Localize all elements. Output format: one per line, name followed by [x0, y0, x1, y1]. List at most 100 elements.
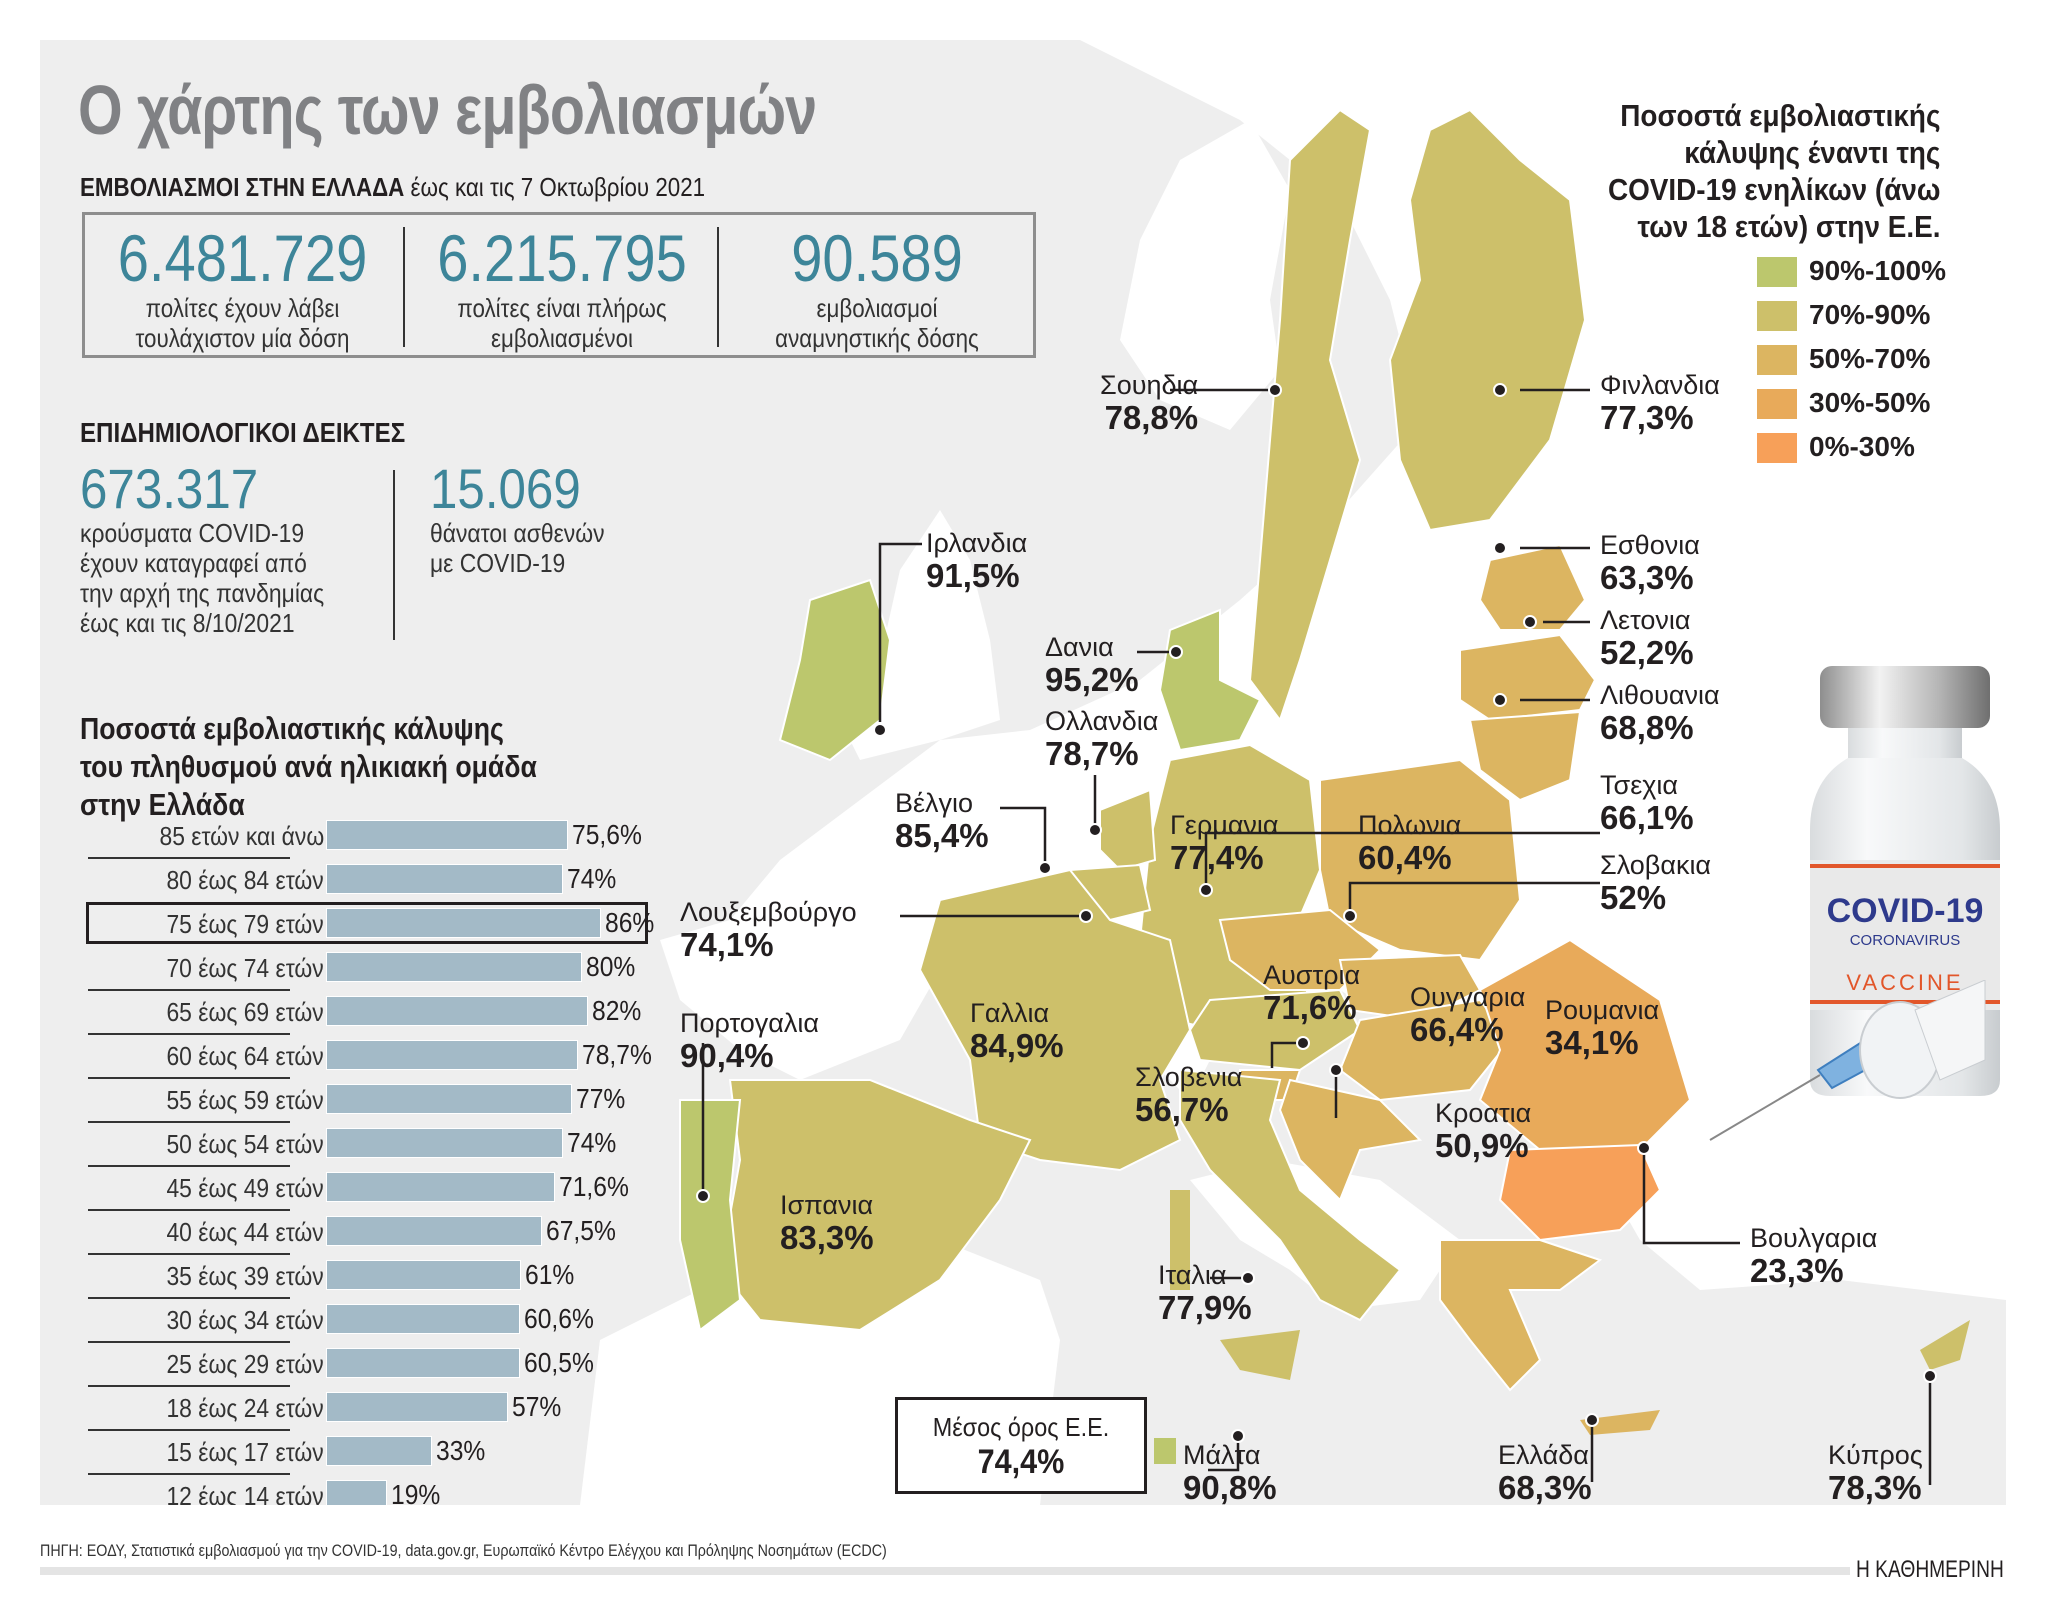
label-cyprus: Κύπρος 78,3% — [1828, 1440, 1923, 1505]
country-name: Λουξεμβούργο — [680, 897, 857, 927]
country-value: 56,7% — [1135, 1091, 1229, 1128]
stat-fully-vaccinated: 6.215.795 πολίτες είναι πλήρως εμβολιασμ… — [407, 215, 717, 355]
age-group-label: 35 έως 39 ετών — [166, 1261, 324, 1291]
legend-title-line: Ποσοστά εμβολιαστικής — [1619, 98, 1940, 133]
legend-swatch — [1757, 345, 1797, 375]
age-group-label: 85 ετών και άνω — [159, 821, 324, 851]
country-name: Εσθονια — [1600, 530, 1700, 560]
row-divider — [88, 1341, 290, 1343]
eu-vaccination-map — [580, 40, 2006, 1505]
deaths-label: με COVID-19 — [430, 548, 566, 578]
label-slovenia: Σλοβενια 56,7% — [1135, 1062, 1242, 1128]
label-spain: Ισπανια 83,3% — [780, 1190, 874, 1256]
bar-row: 25 έως 29 ετών 60,5% — [80, 1343, 700, 1387]
bar-row: 80 έως 84 ετών 74% — [80, 859, 700, 903]
country-value: 83,3% — [780, 1219, 874, 1256]
bar-value: 74% — [566, 863, 617, 894]
row-divider — [88, 1121, 290, 1123]
label-croatia: Κροατια 50,9% — [1435, 1098, 1531, 1164]
greece-vaccinations-heading: ΕΜΒΟΛΙΑΣΜΟΙ ΣΤΗΝ ΕΛΛΑΔΑ έως και τις 7 Οκ… — [80, 172, 705, 203]
bar-value: 57% — [512, 1391, 562, 1422]
country-value: 60,4% — [1358, 839, 1452, 876]
label-sweden: Σουηδια 78,8% — [1100, 370, 1198, 436]
bar — [326, 1260, 522, 1290]
bar-row: 75 έως 79 ετών 86% — [80, 902, 700, 947]
stat-label: πολίτες έχουν λάβει — [145, 293, 340, 323]
stat-first-dose: 6.481.729 πολίτες έχουν λάβει τουλάχιστο… — [85, 215, 400, 355]
age-group-label: 15 έως 17 ετών — [166, 1437, 324, 1467]
country-value: 84,9% — [970, 1027, 1064, 1064]
label-latvia: Λετονια 52,2% — [1600, 605, 1694, 671]
country-value: 91,5% — [926, 557, 1020, 594]
row-divider — [88, 1077, 290, 1079]
legend-label: 90%-100% — [1809, 255, 1946, 286]
country-name: Λετονια — [1600, 605, 1691, 635]
age-group-label: 75 έως 79 ετών — [166, 909, 324, 939]
label-ireland: Ιρλανδια 91,5% — [926, 528, 1027, 594]
stat-label: εμβολιασμοί — [816, 293, 938, 323]
legend-swatch — [1757, 433, 1797, 463]
row-divider — [88, 989, 290, 991]
row-divider — [88, 1253, 290, 1255]
age-bar-chart: 85 ετών και άνω 75,6% 80 έως 84 ετών 74% 75 … — [80, 815, 700, 1505]
bar — [326, 1216, 542, 1246]
bar — [326, 908, 602, 938]
country-name: Πολωνια — [1358, 810, 1462, 840]
country-name: Σλοβακια — [1600, 850, 1712, 880]
vial-sub: CORONAVIRUS — [1850, 932, 1961, 949]
country-value: 95,2% — [1045, 661, 1139, 698]
bar — [326, 864, 563, 894]
bar-row: 85 ετών και άνω 75,6% — [80, 815, 700, 859]
age-group-label: 25 έως 29 ετών — [166, 1349, 324, 1379]
label-belgium: Βέλγιο 85,4% — [895, 788, 989, 854]
divider — [717, 227, 719, 347]
country-name: Ιταλια — [1158, 1260, 1227, 1290]
label-lithuania: Λιθουανια 68,8% — [1600, 680, 1720, 746]
label-italy: Ιταλια 77,9% — [1158, 1260, 1252, 1326]
bar-value: 67,5% — [546, 1215, 616, 1246]
divider — [393, 470, 395, 640]
bar-value: 74% — [566, 1127, 617, 1158]
age-group-label: 18 έως 24 ετών — [166, 1393, 324, 1423]
bar — [326, 1304, 520, 1334]
country-value: 52% — [1600, 879, 1667, 916]
epidemiological-heading: ΕΠΙΔΗΜΙΟΛΟΓΙΚΟΙ ΔΕΙΚΤΕΣ — [80, 417, 406, 448]
country-value: 78,7% — [1045, 735, 1139, 772]
age-group-label: 80 έως 84 ετών — [166, 865, 324, 895]
greece-vaccinations-date: έως και τις 7 Οκτωβρίου 2021 — [410, 172, 706, 202]
country-name: Φινλανδια — [1600, 370, 1720, 400]
label-portugal: Πορτογαλια 90,4% — [680, 1008, 819, 1074]
legend-label: 0%-30% — [1809, 431, 1915, 462]
country-value: 63,3% — [1600, 559, 1694, 596]
country-value: 78,8% — [1104, 399, 1199, 436]
syringe-icon — [1709, 980, 1986, 1141]
label-finland: Φινλανδια 77,3% — [1600, 370, 1720, 436]
highlight-box — [86, 902, 648, 944]
bar-value: 75,6% — [571, 819, 642, 850]
label-germany: Γερμανια 77,4% — [1170, 810, 1279, 876]
country-name: Πορτογαλια — [680, 1008, 820, 1038]
bar-value: 78,7% — [581, 1039, 652, 1070]
row-divider — [88, 1033, 290, 1035]
stat-label: εμβολιασμένοι — [490, 323, 634, 353]
row-divider — [88, 1429, 290, 1431]
bar-value: 60,5% — [523, 1347, 594, 1378]
legend-title-line: κάλυψης έναντι της — [1683, 135, 1940, 170]
label-greece: Ελλάδα 68,3% — [1498, 1440, 1592, 1505]
age-group-label: 50 έως 54 ετών — [166, 1129, 324, 1159]
page-title: Ο χάρτης των εμβολιασμών — [78, 71, 817, 149]
country-value: 34,1% — [1545, 1024, 1639, 1061]
footer-rule — [40, 1567, 1850, 1575]
bar-row: 70 έως 74 ετών 80% — [80, 947, 700, 991]
bar — [326, 996, 589, 1026]
country-name: Κύπρος — [1828, 1440, 1923, 1470]
row-divider — [88, 1385, 290, 1387]
bar-value: 80% — [586, 951, 636, 982]
bar — [326, 1084, 573, 1114]
age-group-label: 55 έως 59 ετών — [166, 1085, 324, 1115]
bar-row: 50 έως 54 ετών 74% — [80, 1123, 700, 1167]
bar — [326, 1348, 520, 1378]
eu-average-box: Μέσος όρος Ε.Ε. 74,4% — [895, 1397, 1147, 1494]
country-value: 77,3% — [1600, 399, 1694, 436]
country-name: Βέλγιο — [895, 788, 974, 818]
